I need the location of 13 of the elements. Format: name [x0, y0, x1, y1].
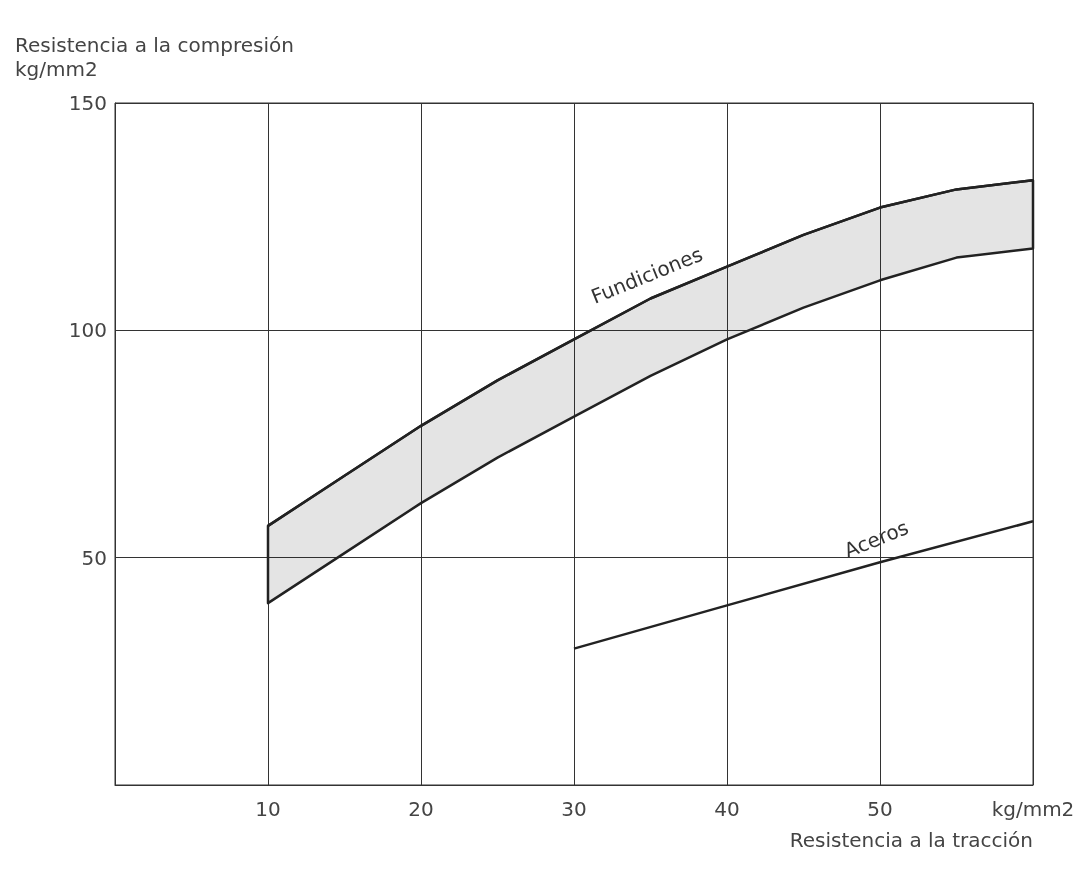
- x-tick-label: 30: [561, 797, 587, 821]
- x-tick-label: 10: [255, 797, 281, 821]
- x-tick-label: 50: [867, 797, 893, 821]
- x-axis-title: Resistencia a la tracción: [789, 828, 1034, 852]
- x-tick-label: kg/mm2: [991, 797, 1075, 821]
- line-series: [572, 520, 1035, 650]
- y-tick-label: 150: [68, 91, 107, 115]
- y-tick-label: 50: [81, 545, 107, 570]
- y-axis-title: Resistencia a la compresión kg/mm2: [15, 33, 294, 81]
- x-tick-label: 40: [714, 797, 740, 821]
- x-tick-label: 20: [408, 797, 434, 821]
- y-tick-label: 100: [68, 318, 107, 343]
- text: Aceros: [840, 515, 912, 563]
